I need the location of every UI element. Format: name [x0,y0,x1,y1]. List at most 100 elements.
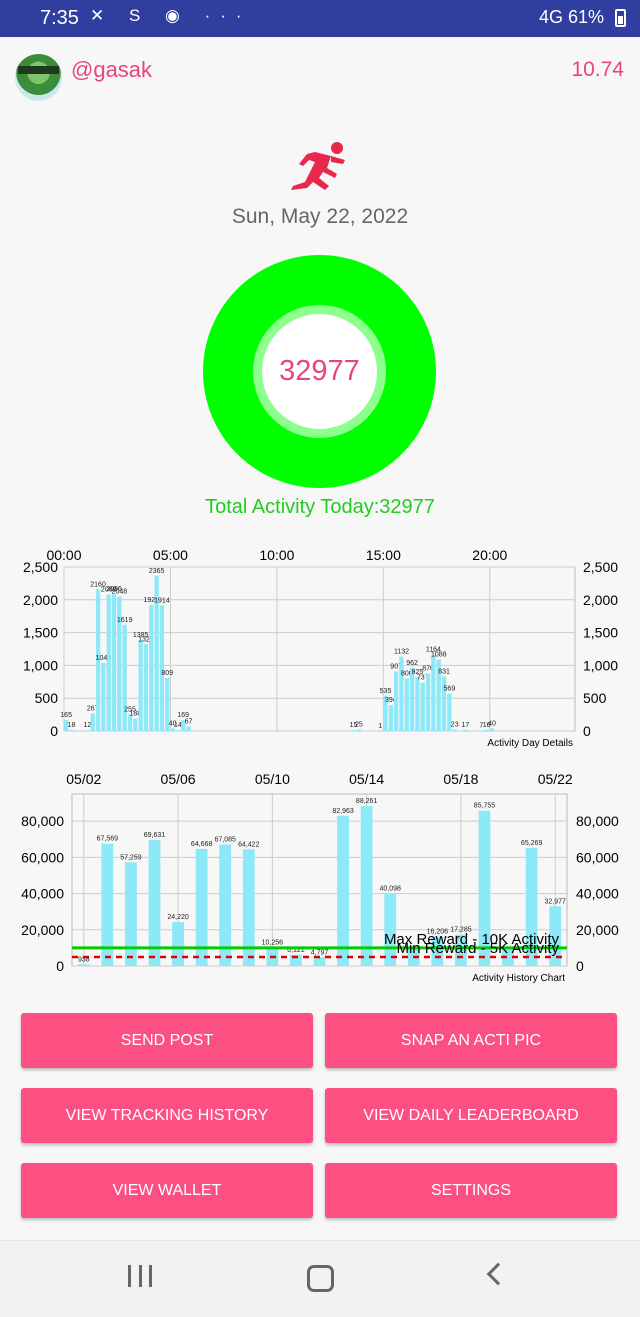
bar [360,806,373,966]
data-label: 2048 [112,589,128,596]
bar [143,644,149,731]
avatar[interactable] [15,54,62,101]
status-time: 7:35 [40,7,79,29]
data-label: 831 [438,668,450,675]
activity-date: Sun, May 22, 2022 [231,205,409,228]
data-label: 40,098 [380,885,402,892]
bar [525,847,538,966]
bar [441,676,447,731]
x-tick-label: 05/02 [66,771,101,787]
x-tick-label: 10:00 [259,547,294,563]
recents-icon[interactable] [128,1265,152,1287]
data-label: 267 [87,705,99,712]
bar [313,957,326,966]
bar [447,693,452,731]
settings-button[interactable]: SETTINGS [325,1163,617,1218]
snap-pic-button[interactable]: SNAP AN ACTI PIC [325,1013,617,1068]
y-tick-label-right: 80,000 [576,813,619,829]
status-right-text: 4G 61% [538,7,604,27]
activity-total-value: 32977 [279,355,360,387]
bar [117,596,122,731]
battery-charging-icon [615,9,626,27]
bar [388,705,393,731]
bar [337,815,349,966]
x-tick-label: 05/10 [255,771,290,787]
data-label: 1132 [394,649,409,656]
leaderboard-button[interactable]: VIEW DAILY LEADERBOARD [325,1088,617,1143]
bar [165,677,170,731]
data-label: 40 [169,720,177,727]
chart-description: Activity History Chart [472,973,565,984]
data-label: 18 [68,722,76,729]
x-tick-label: 00:00 [46,547,81,563]
bar [356,729,362,731]
bar [431,936,444,966]
bar [484,729,489,731]
data-label: 7 [479,723,483,730]
data-label: 15 [350,722,358,729]
y-tick-label-left: 0 [50,723,58,739]
data-label: 809 [161,670,173,677]
bar [383,695,388,731]
send-post-button[interactable]: SEND POST [21,1013,313,1068]
data-label: 800 [401,671,413,678]
bar [106,594,111,731]
bar [101,662,106,731]
bar [77,964,90,966]
data-label: 67 [185,719,193,726]
data-label: 16,206 [427,929,449,936]
y-tick-label-right: 2,500 [583,559,618,575]
x-tick-label: 05/22 [538,771,573,787]
bar [170,728,175,731]
data-label: 67,569 [97,836,119,843]
y-tick-label-left: 0 [56,958,64,974]
data-label: 57,259 [120,854,142,861]
data-label: 255 [124,706,136,713]
x-tick-label: 05/14 [349,771,384,787]
back-icon[interactable] [486,1262,510,1286]
home-icon[interactable] [307,1265,334,1292]
bar [351,730,356,731]
y-tick-label-left: 20,000 [21,922,64,938]
bar [64,720,69,731]
y-tick-label-right: 20,000 [576,922,619,938]
username: @gasak [71,57,153,82]
data-label: 2365 [149,568,165,575]
bar [436,659,441,731]
bar [290,954,302,966]
balance-value: 10.74 [571,58,624,81]
data-label: 165 [60,712,72,719]
bar [154,575,159,731]
y-tick-label-right: 2,000 [583,592,618,608]
data-label: 17,285 [450,927,472,934]
y-tick-label-right: 60,000 [576,849,619,865]
data-label: 2086 [106,586,122,593]
bar [384,893,397,966]
tracking-history-button[interactable]: VIEW TRACKING HISTORY [21,1088,313,1143]
bar [186,726,191,731]
bar [133,718,138,731]
wallet-button[interactable]: VIEW WALLET [21,1163,313,1218]
x-tick-label: 05/18 [443,771,478,787]
data-label: 82,963 [332,808,354,815]
x-tick-label: 05/06 [161,771,196,787]
bar [175,730,181,731]
bar [242,849,255,966]
bar [425,673,431,731]
bar [149,605,154,731]
min-reward-label: Min Reward - 5K Activity [396,940,559,957]
bar [125,862,137,966]
data-label: 32,977 [545,898,567,905]
bar [159,605,165,731]
bar [101,843,114,966]
bar [378,730,383,732]
y-tick-label-left: 80,000 [21,813,64,829]
bar [420,682,425,731]
data-label: 4,797 [311,949,329,956]
bar [195,848,208,966]
y-tick-label-left: 500 [35,690,59,706]
bar [138,640,143,731]
y-tick-label-right: 1,500 [583,625,618,641]
status-bar: 7:35 ✕ S ◉ ··· 4G 61% [0,0,640,37]
bar [181,719,186,731]
